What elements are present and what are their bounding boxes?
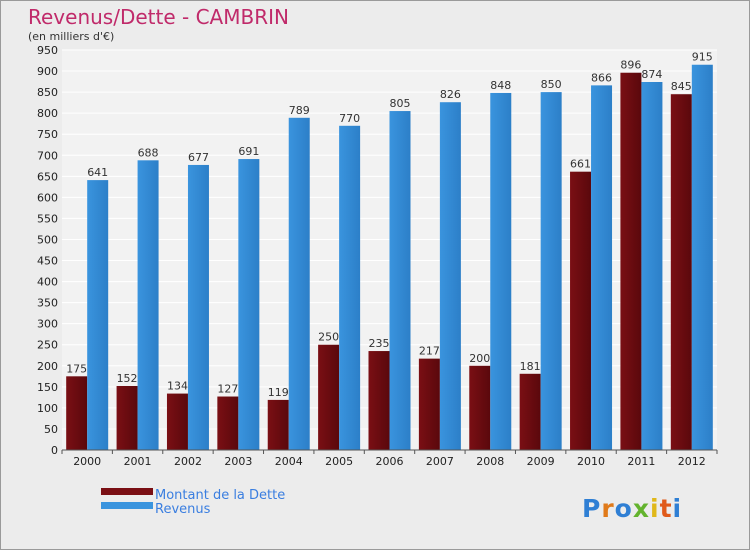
bar-revenus xyxy=(641,82,663,450)
data-label-revenus: 850 xyxy=(541,78,562,91)
y-tick-label: 650 xyxy=(37,170,58,183)
bar-dette xyxy=(217,396,239,450)
data-label-revenus: 866 xyxy=(591,71,612,84)
legend-swatch-revenus xyxy=(101,502,153,509)
y-tick-label: 150 xyxy=(37,381,58,394)
y-tick-label: 100 xyxy=(37,402,58,415)
bar-revenus xyxy=(187,164,209,450)
bar-dette xyxy=(318,344,340,450)
data-label-revenus: 770 xyxy=(339,112,360,125)
bar-dette xyxy=(469,365,491,450)
data-label-revenus: 688 xyxy=(138,146,159,159)
x-tick-label: 2006 xyxy=(376,455,404,468)
data-label-revenus: 874 xyxy=(641,68,662,81)
data-label-dette: 127 xyxy=(217,383,238,396)
bar-revenus xyxy=(691,64,713,450)
bars xyxy=(66,64,713,451)
data-label-dette: 181 xyxy=(520,360,541,373)
legend-swatch-dette xyxy=(101,488,153,495)
y-tick-label: 400 xyxy=(37,276,58,289)
data-label-dette: 845 xyxy=(671,80,692,93)
data-label-revenus: 789 xyxy=(289,104,310,117)
y-axis-ticks: 0 50 100 150 200 250 300 350 400 450 500 550 600 650 7… xyxy=(37,44,58,457)
x-tick-label: 2008 xyxy=(476,455,504,468)
y-tick-label: 450 xyxy=(37,255,58,268)
data-label-dette: 175 xyxy=(66,362,87,375)
bar-dette xyxy=(519,373,541,450)
y-tick-label: 200 xyxy=(37,360,58,373)
data-label-dette: 661 xyxy=(570,158,591,171)
data-label-revenus: 641 xyxy=(87,166,108,179)
y-tick-label: 750 xyxy=(37,128,58,141)
bar-revenus xyxy=(439,102,461,451)
y-tick-label: 250 xyxy=(37,339,58,352)
bar-dette xyxy=(368,351,390,450)
legend-label-revenus: Revenus xyxy=(155,502,211,517)
bar-dette xyxy=(66,376,88,450)
bar-revenus xyxy=(288,117,310,450)
bar-revenus xyxy=(339,125,361,450)
svg-text:Proxiti: Proxiti xyxy=(582,494,682,523)
bar-revenus xyxy=(490,92,512,451)
x-tick-label: 2010 xyxy=(577,455,605,468)
y-tick-label: 350 xyxy=(37,297,58,310)
data-label-dette: 119 xyxy=(268,386,289,399)
x-tick-label: 2002 xyxy=(174,455,202,468)
y-tick-label: 600 xyxy=(37,191,58,204)
x-tick-label: 2004 xyxy=(275,455,303,468)
data-label-revenus: 805 xyxy=(390,97,411,110)
x-tick-label: 2007 xyxy=(426,455,454,468)
data-label-revenus: 826 xyxy=(440,88,461,101)
bar-dette xyxy=(267,399,289,450)
y-tick-label: 50 xyxy=(44,423,58,436)
bar-dette xyxy=(116,386,138,450)
data-label-revenus: 691 xyxy=(238,145,259,158)
x-tick-label: 2005 xyxy=(325,455,353,468)
chart-title: Revenus/Dette - CAMBRIN xyxy=(28,5,289,29)
x-axis-ticks: 2000 2001 2002 2003 2004 2005 2006 2007 2008 2009… xyxy=(61,450,718,468)
bar-revenus xyxy=(87,180,109,450)
bar-dette xyxy=(670,94,692,451)
x-tick-label: 2011 xyxy=(627,455,655,468)
data-label-dette: 896 xyxy=(620,59,641,72)
y-tick-label: 800 xyxy=(37,107,58,120)
data-label-revenus: 915 xyxy=(692,51,713,64)
data-label-dette: 200 xyxy=(469,352,490,365)
data-labels: 175 641 152 688 134 677 127 691 119 789 250 770 235 8… xyxy=(66,51,713,399)
y-tick-label: 950 xyxy=(37,44,58,57)
y-tick-label: 850 xyxy=(37,86,58,99)
y-tick-label: 0 xyxy=(51,444,58,457)
data-label-dette: 152 xyxy=(117,372,138,385)
x-tick-label: 2000 xyxy=(73,455,101,468)
bar-dette xyxy=(570,171,592,450)
bar-revenus xyxy=(540,92,562,451)
bar-revenus xyxy=(137,160,159,450)
bar-dette xyxy=(620,72,642,450)
x-tick-label: 2012 xyxy=(678,455,706,468)
data-label-revenus: 848 xyxy=(490,79,511,92)
y-tick-label: 700 xyxy=(37,149,58,162)
y-tick-label: 300 xyxy=(37,318,58,331)
data-label-dette: 235 xyxy=(369,337,390,350)
bar-dette xyxy=(166,393,188,450)
bar-revenus xyxy=(389,111,411,450)
data-label-dette: 250 xyxy=(318,331,339,344)
data-label-dette: 217 xyxy=(419,345,440,358)
x-tick-label: 2003 xyxy=(224,455,252,468)
y-tick-label: 500 xyxy=(37,233,58,246)
legend: Montant de la Dette Revenus xyxy=(101,488,285,517)
bar-dette xyxy=(418,358,440,450)
bar-revenus xyxy=(238,159,260,451)
x-tick-label: 2009 xyxy=(527,455,555,468)
legend-label-dette: Montant de la Dette xyxy=(155,488,285,503)
y-tick-label: 900 xyxy=(37,65,58,78)
data-label-revenus: 677 xyxy=(188,151,209,164)
bar-revenus xyxy=(591,85,613,451)
data-label-dette: 134 xyxy=(167,380,188,393)
chart-subtitle: (en milliers d'€) xyxy=(28,30,114,43)
y-tick-label: 550 xyxy=(37,212,58,225)
proxiti-logo: Proxiti xyxy=(582,494,682,523)
x-tick-label: 2001 xyxy=(124,455,152,468)
